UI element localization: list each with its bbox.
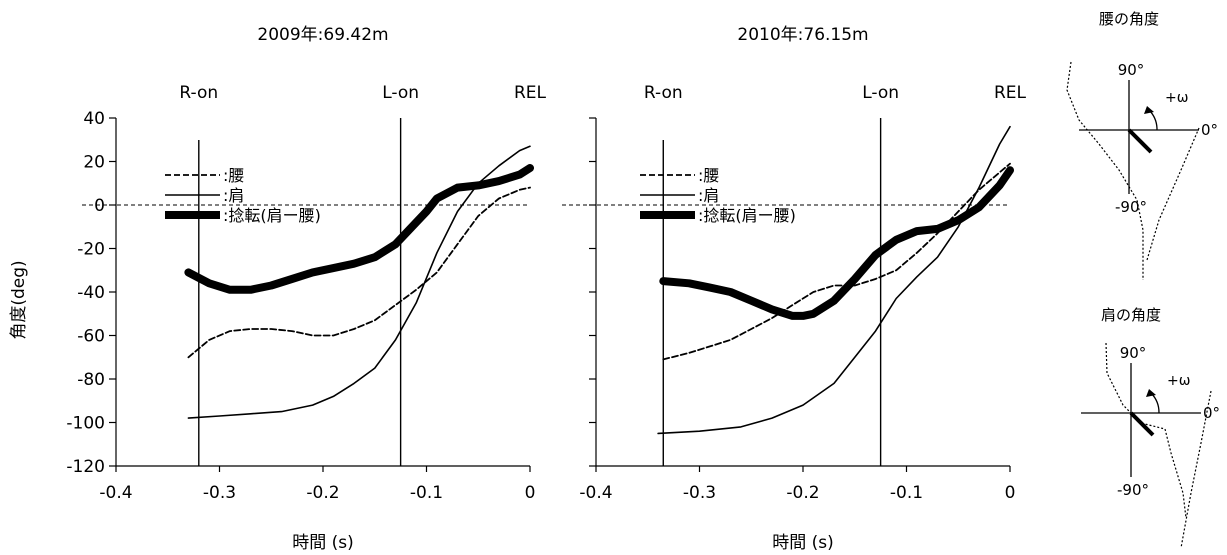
x-tick-label: -0.4 bbox=[579, 483, 612, 503]
segment-bar bbox=[1127, 128, 1153, 154]
event-label: R-on bbox=[644, 83, 683, 103]
chart-panel-2: 2010年:76.15m -0.4 -0.3 -0.2 -0.1 0 時間 (s) R-on L… bbox=[562, 25, 1027, 553]
y-tick-label: -120 bbox=[66, 457, 105, 477]
charts: 2009年:69.42m 40 20 0 -20 -40 -60 -80 -100 -120 -0.… bbox=[66, 25, 1026, 553]
angle-diagram-1: 腰の角度 90° -90° 0° +ω bbox=[1066, 10, 1218, 280]
x-tick-label: -0.3 bbox=[203, 483, 236, 503]
trace-dotted bbox=[1146, 127, 1200, 261]
legend-label: :腰 bbox=[223, 166, 244, 185]
y-tick-label: -20 bbox=[77, 240, 105, 260]
diagram-title: 腰の角度 bbox=[1099, 10, 1159, 28]
legend-label: :肩 bbox=[223, 186, 244, 205]
segment-bar bbox=[1129, 411, 1155, 437]
label-minus-90: -90° bbox=[1115, 198, 1147, 216]
arrow-icon bbox=[1144, 106, 1154, 114]
angle-diagrams: 腰の角度 90° -90° 0° +ω 肩の角度 90° -90° 0° +ω bbox=[1066, 10, 1220, 549]
event-label: L-on bbox=[382, 83, 419, 103]
chart-title: 2009年:69.42m bbox=[257, 25, 388, 45]
x-tick-label: 0 bbox=[525, 483, 536, 503]
legend: :腰:肩:捻転(肩ー腰) bbox=[640, 166, 796, 225]
x-axis-label: 時間 (s) bbox=[292, 533, 354, 553]
series-line bbox=[184, 164, 534, 294]
series-line bbox=[657, 125, 1011, 435]
label-0: 0° bbox=[1201, 121, 1218, 139]
event-label: REL bbox=[994, 83, 1027, 103]
y-tick-label: 40 bbox=[83, 109, 105, 129]
x-tick-label: -0.3 bbox=[683, 483, 716, 503]
x-tick-label: -0.1 bbox=[410, 483, 443, 503]
x-tick-label: -0.4 bbox=[99, 483, 132, 503]
label-minus-90: -90° bbox=[1117, 481, 1149, 499]
y-tick-label: 20 bbox=[83, 153, 105, 173]
chart-title: 2010年:76.15m bbox=[737, 25, 868, 45]
y-axis-label: 角度(deg) bbox=[9, 260, 29, 339]
rotation-arc bbox=[1150, 392, 1160, 414]
event-label: REL bbox=[514, 83, 547, 103]
legend-label: :捻転(肩ー腰) bbox=[698, 206, 796, 225]
diagram-title: 肩の角度 bbox=[1101, 306, 1161, 324]
legend: :腰:肩:捻転(肩ー腰) bbox=[165, 166, 321, 225]
arrow-icon bbox=[1146, 389, 1156, 397]
label-omega: +ω bbox=[1167, 373, 1190, 389]
label-omega: +ω bbox=[1165, 90, 1188, 106]
legend-label: :腰 bbox=[698, 166, 719, 185]
x-tick-label: 0 bbox=[1005, 483, 1016, 503]
x-tick-label: -0.2 bbox=[306, 483, 339, 503]
series-line bbox=[187, 186, 531, 359]
y-tick-label: -40 bbox=[77, 283, 105, 303]
chart-panel-1: 2009年:69.42m 40 20 0 -20 -40 -60 -80 -100 -120 -0.… bbox=[66, 25, 546, 553]
x-axis-label: 時間 (s) bbox=[772, 533, 834, 553]
x-tick-label: -0.1 bbox=[890, 483, 923, 503]
event-label: R-on bbox=[179, 83, 218, 103]
series-line bbox=[659, 166, 1014, 320]
y-tick-label: -80 bbox=[77, 370, 105, 390]
series-line bbox=[187, 145, 531, 419]
event-label: L-on bbox=[862, 83, 899, 103]
trace-dotted bbox=[1066, 61, 1144, 280]
x-tick-label: -0.2 bbox=[786, 483, 819, 503]
y-tick-label: -100 bbox=[66, 414, 105, 434]
label-90: 90° bbox=[1120, 344, 1147, 362]
legend-label: :肩 bbox=[698, 186, 719, 205]
legend-label: :捻転(肩ー腰) bbox=[223, 206, 321, 225]
y-tick-label: 0 bbox=[94, 196, 105, 216]
rotation-arc bbox=[1148, 109, 1158, 131]
label-90: 90° bbox=[1118, 61, 1145, 79]
y-tick-label: -60 bbox=[77, 327, 105, 347]
